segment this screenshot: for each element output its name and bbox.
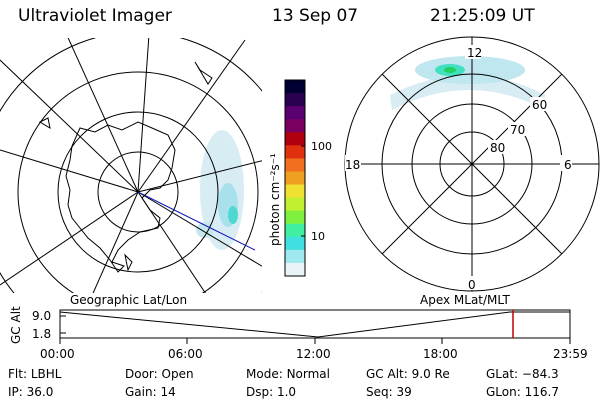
aurora-emission-magnetic <box>390 56 545 110</box>
colorbar-segment <box>285 158 305 172</box>
colorbar-segment <box>285 249 305 264</box>
gc-alt-value: 9.0 Re <box>411 367 450 381</box>
continent-outline <box>65 121 176 273</box>
mlat-label-80: 80 <box>490 141 505 155</box>
filter-info: Flt: LBHL <box>8 367 62 381</box>
colorbar-segment <box>285 223 305 238</box>
timeline-ytick-low: 1.8 <box>32 327 51 341</box>
gain-value: 14 <box>160 385 176 399</box>
mlat-label-60: 60 <box>532 98 547 112</box>
colorbar-unit-label: photon cm⁻²s⁻¹ <box>268 153 282 246</box>
colorbar-segment <box>285 93 305 107</box>
timeline-xtick-2: 12:00 <box>296 347 331 361</box>
dsp-value: 1.0 <box>276 385 297 399</box>
door-info: Door: Open <box>125 367 194 381</box>
colorbar-segment <box>285 184 305 199</box>
timeline-ytick-high: 9.0 <box>32 309 51 323</box>
colorbar-segment <box>285 262 305 277</box>
mlt-label-18: 18 <box>345 158 360 172</box>
dsp-info: Dsp: 1.0 <box>246 385 297 399</box>
geographic-map-label: Geographic Lat/Lon <box>70 293 187 307</box>
mlt-label-12: 12 <box>467 46 482 60</box>
colorbar-segment <box>285 119 305 133</box>
mode-info: Mode: Normal <box>246 367 330 381</box>
color-scale-bar: 100 10 <box>284 79 332 277</box>
mlt-label-0: 0 <box>468 278 476 292</box>
door-value: Open <box>161 367 194 381</box>
ip-value: 36.0 <box>26 385 54 399</box>
time-label: 21:25:09 UT <box>430 6 535 26</box>
aurora-emission <box>196 130 244 250</box>
date-label: 13 Sep 07 <box>272 6 359 26</box>
timeline-xtick-4: 23:59 <box>553 347 588 361</box>
mlat-label-70: 70 <box>510 123 525 137</box>
colorbar-border <box>284 79 306 277</box>
glon-value: 116.7 <box>524 385 559 399</box>
colorbar-segment <box>285 210 305 225</box>
glat-info: GLat: −84.3 <box>486 367 559 381</box>
timeline-xtick-3: 18:00 <box>423 347 458 361</box>
mode-value: Normal <box>286 367 330 381</box>
timeline-xtick-1: 06:00 <box>168 347 203 361</box>
altitude-timeline <box>59 309 571 344</box>
glat-value: −84.3 <box>521 367 559 381</box>
timeline-axis-label: GC Alt <box>9 306 23 344</box>
instrument-title: Ultraviolet Imager <box>18 6 172 26</box>
colorbar-segment <box>285 132 305 146</box>
colorbar-segment <box>285 80 305 94</box>
ip-info: IP: 36.0 <box>8 385 54 399</box>
colorbar-tick-label: 10 <box>311 230 325 243</box>
filter-value: LBHL <box>30 367 62 381</box>
colorbar-segment <box>285 106 305 120</box>
seq-value: 39 <box>396 385 412 399</box>
seq-info: Seq: 39 <box>366 385 412 399</box>
colorbar-segment <box>285 197 305 212</box>
glon-info: GLon: 116.7 <box>486 385 559 399</box>
timeline-xtick-0: 00:00 <box>40 347 75 361</box>
gc-alt-info: GC Alt: 9.0 Re <box>366 367 450 381</box>
colorbar-tick-label: 100 <box>311 140 332 153</box>
colorbar-segment <box>285 236 305 251</box>
gain-info: Gain: 14 <box>125 385 176 399</box>
mlt-label-6: 6 <box>564 158 572 172</box>
colorbar-segment <box>285 145 305 159</box>
magnetic-map-label: Apex MLat/MLT <box>420 293 510 307</box>
colorbar-segment <box>285 171 305 186</box>
